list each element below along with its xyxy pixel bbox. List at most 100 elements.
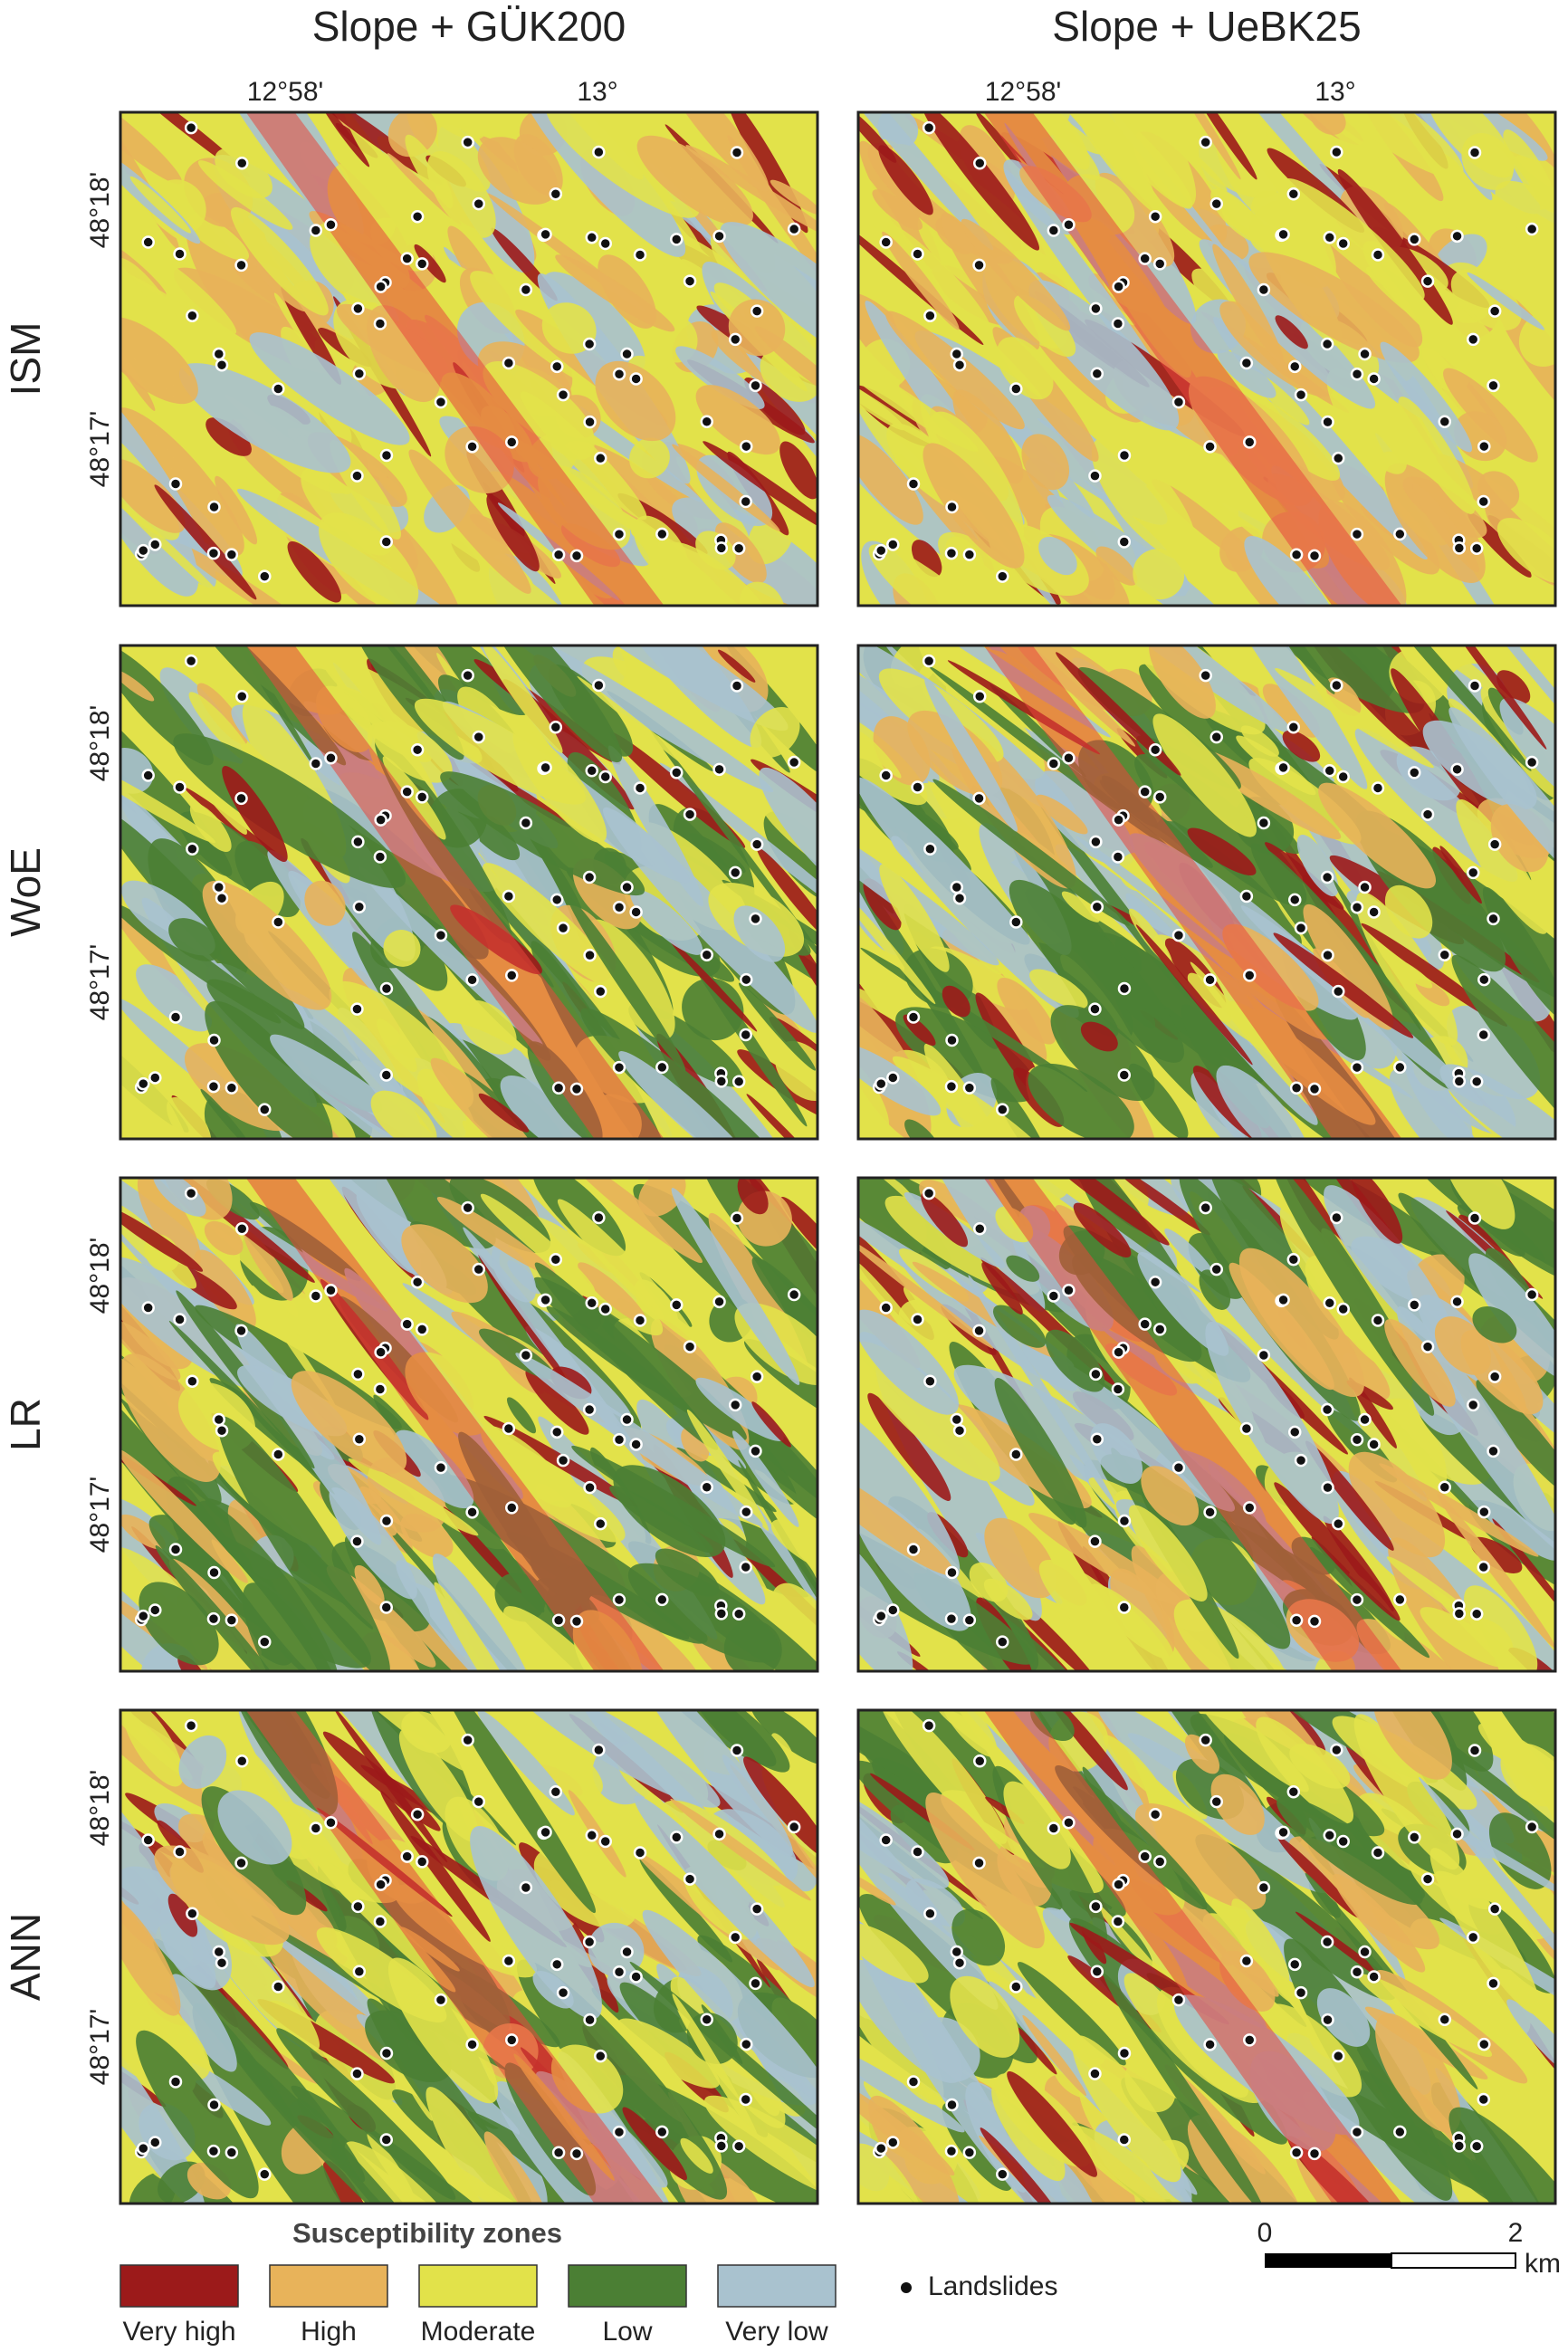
map-zone bbox=[609, 731, 746, 848]
landslide-point bbox=[461, 668, 474, 683]
map-zone bbox=[578, 1262, 647, 1324]
map-zone bbox=[148, 254, 237, 335]
map-zone bbox=[1346, 645, 1532, 771]
map-zone bbox=[1135, 924, 1253, 1066]
landslide-point bbox=[950, 347, 964, 361]
map-zone bbox=[858, 731, 902, 779]
landslide-point bbox=[350, 2067, 364, 2080]
map-zone bbox=[1061, 891, 1100, 923]
landslide-point bbox=[351, 1899, 365, 1914]
map-zone bbox=[1447, 1005, 1541, 1100]
landslide-point bbox=[612, 1592, 626, 1607]
map-zone bbox=[941, 212, 1040, 350]
landslide-point bbox=[1477, 2092, 1490, 2107]
map-zone bbox=[1244, 536, 1342, 606]
legend-swatch bbox=[418, 2264, 538, 2308]
landslide-point bbox=[1307, 549, 1322, 563]
landslide-point bbox=[1350, 368, 1364, 381]
map-zone bbox=[155, 1544, 302, 1671]
landslide-point bbox=[629, 1970, 643, 1984]
landslide-point bbox=[730, 146, 744, 159]
landslide-point bbox=[212, 1412, 226, 1427]
map-zone bbox=[975, 112, 1027, 174]
landslide-point bbox=[728, 1398, 742, 1412]
landslide-point bbox=[749, 1444, 762, 1458]
landslide-point bbox=[1209, 196, 1224, 211]
landslide-point bbox=[1047, 224, 1061, 237]
landslide-point bbox=[184, 120, 198, 135]
map-zone bbox=[367, 2133, 415, 2200]
landslide-point bbox=[1111, 1915, 1125, 1928]
map-zone bbox=[1468, 1253, 1555, 1380]
map-zone bbox=[436, 1196, 557, 1277]
map-zone bbox=[858, 355, 938, 446]
landslide-point bbox=[1117, 535, 1132, 549]
landslide-point bbox=[1117, 2133, 1132, 2146]
map-zone bbox=[1398, 397, 1476, 514]
landslide-point bbox=[739, 2092, 752, 2107]
map-zone bbox=[672, 1993, 760, 2140]
landslide-point bbox=[379, 1068, 394, 1082]
latitude-label: 48°18' bbox=[85, 705, 115, 781]
landslide-point bbox=[1239, 889, 1254, 904]
map-zone bbox=[754, 326, 817, 403]
landslide-point bbox=[1009, 915, 1023, 929]
landslide-point bbox=[186, 1374, 199, 1389]
map-zone bbox=[1187, 972, 1232, 1023]
landslide-point bbox=[1332, 984, 1345, 999]
map-zone bbox=[770, 179, 817, 215]
map-zone bbox=[1017, 1962, 1126, 2066]
legend-title: Susceptibility zones bbox=[292, 2217, 562, 2249]
landslide-point bbox=[539, 227, 552, 242]
landslide-point bbox=[206, 546, 221, 560]
landslide-point bbox=[973, 1754, 987, 1768]
map-zone bbox=[1003, 1781, 1071, 1869]
landslide-point bbox=[569, 2146, 584, 2161]
map-panel bbox=[858, 112, 1555, 606]
landslide-point bbox=[1358, 347, 1372, 361]
map-zone bbox=[868, 544, 1001, 606]
landslide-point bbox=[906, 1543, 921, 1556]
scale-bar-white bbox=[1391, 2252, 1516, 2269]
landslide-point bbox=[374, 1878, 387, 1891]
map-zone bbox=[660, 1800, 797, 1913]
longitude-label: 13° bbox=[1315, 77, 1355, 107]
landslide-point bbox=[1321, 415, 1334, 429]
map-zone bbox=[1443, 1178, 1515, 1229]
landslide-point bbox=[1148, 1275, 1162, 1289]
map-zone bbox=[459, 999, 517, 1055]
map-zone bbox=[738, 1459, 817, 1671]
map-zone bbox=[964, 566, 1024, 606]
map-zone bbox=[1038, 536, 1077, 576]
map-zone bbox=[1318, 782, 1437, 889]
landslide-point bbox=[1350, 2125, 1364, 2139]
map-zone bbox=[577, 675, 731, 799]
landslide-point bbox=[944, 1079, 959, 1094]
map-zone bbox=[1304, 112, 1458, 223]
landslide-point bbox=[434, 395, 448, 409]
map-frame bbox=[119, 1176, 819, 1673]
map-zone bbox=[557, 1199, 696, 1343]
landslide-point bbox=[670, 766, 684, 779]
landslide-point bbox=[740, 439, 753, 454]
map-zone bbox=[1171, 112, 1241, 180]
landslide-point bbox=[1088, 2067, 1102, 2080]
landslide-point bbox=[556, 387, 570, 402]
landslide-point bbox=[350, 1535, 364, 1548]
map-zone bbox=[302, 1178, 422, 1275]
landslide-point bbox=[415, 790, 429, 804]
map-zone bbox=[770, 1582, 817, 1669]
landslide-point bbox=[612, 2125, 626, 2139]
landslide-point bbox=[186, 309, 199, 323]
map-zone bbox=[1455, 645, 1555, 787]
landslide-point bbox=[1088, 1535, 1102, 1548]
map-zone bbox=[567, 1178, 703, 1264]
landslide-point bbox=[1452, 1607, 1467, 1621]
landslide-point bbox=[215, 1955, 229, 1970]
landslide-point bbox=[505, 969, 519, 982]
landslide-point bbox=[235, 156, 249, 170]
map-zone bbox=[670, 1798, 811, 1901]
map-zone bbox=[1276, 1796, 1423, 1905]
map-zone bbox=[1210, 188, 1265, 243]
landslide-point bbox=[945, 1033, 959, 1047]
